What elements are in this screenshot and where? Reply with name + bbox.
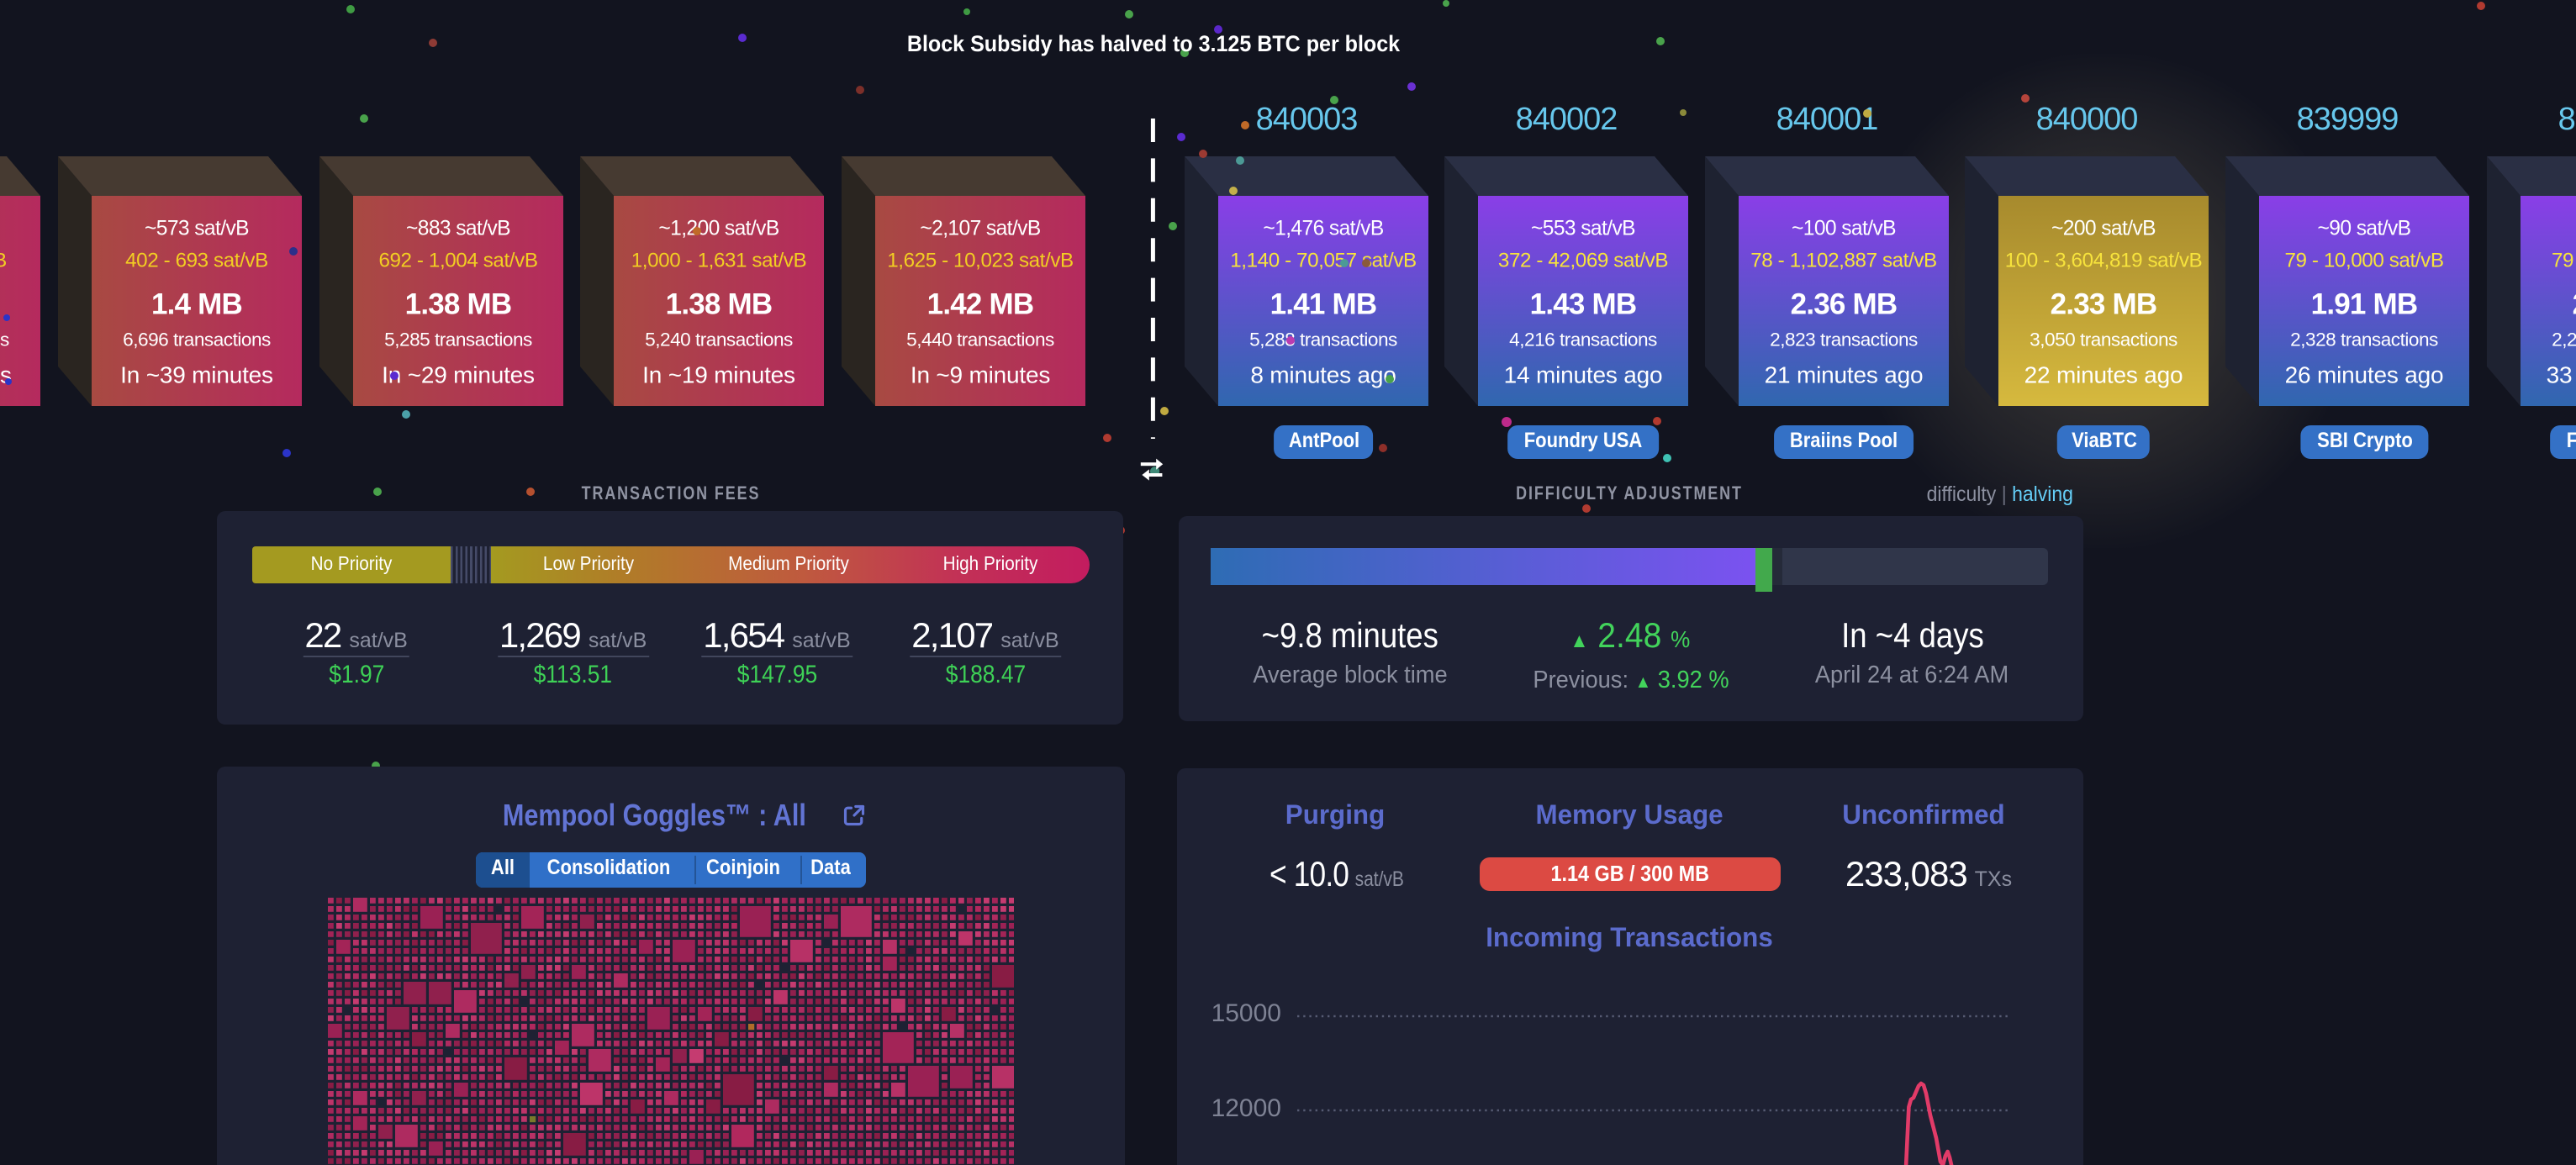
svg-text:21 minutes ago: 21 minutes ago bbox=[1765, 361, 1924, 387]
svg-text:840000: 840000 bbox=[2036, 102, 2138, 137]
svg-text:1,000 - 1,631 sat/vB: 1,000 - 1,631 sat/vB bbox=[631, 250, 806, 272]
svg-text:1,625 - 10,023 sat/vB: 1,625 - 10,023 sat/vB bbox=[887, 250, 1074, 272]
svg-text:2,328 transactions: 2,328 transactions bbox=[2290, 329, 2438, 351]
svg-text:6,021 transactions: 6,021 transactions bbox=[0, 329, 9, 351]
svg-text:293 - 403 sat/vB: 293 - 403 sat/vB bbox=[0, 250, 7, 272]
svg-text:1.42 MB: 1.42 MB bbox=[927, 287, 1034, 320]
svg-text:839999: 839999 bbox=[2297, 102, 2399, 137]
svg-text:1.43 MB: 1.43 MB bbox=[1530, 287, 1637, 320]
svg-text:~100 sat/vB: ~100 sat/vB bbox=[1792, 217, 1896, 240]
svg-text:~1,476 sat/vB: ~1,476 sat/vB bbox=[1263, 217, 1383, 240]
svg-text:~90 sat/vB: ~90 sat/vB bbox=[2318, 217, 2411, 240]
svg-text:3,050 transactions: 3,050 transactions bbox=[2030, 329, 2177, 351]
svg-text:14 minutes ago: 14 minutes ago bbox=[1504, 361, 1663, 387]
svg-text:~553 sat/vB: ~553 sat/vB bbox=[1531, 217, 1635, 240]
svg-text:15000: 15000 bbox=[1211, 999, 1281, 1026]
svg-text:840002: 840002 bbox=[1516, 102, 1618, 137]
svg-text:33 minutes ago: 33 minutes ago bbox=[2547, 361, 2576, 387]
svg-text:1.41 MB: 1.41 MB bbox=[1270, 287, 1377, 320]
svg-text:22 minutes ago: 22 minutes ago bbox=[2024, 361, 2183, 387]
svg-text:5,240 transactions: 5,240 transactions bbox=[645, 329, 793, 351]
svg-text:2.33 MB: 2.33 MB bbox=[2051, 287, 2157, 320]
svg-text:840003: 840003 bbox=[1256, 102, 1358, 137]
svg-text:~200 sat/vB: ~200 sat/vB bbox=[2051, 217, 2156, 240]
svg-text:5,285 transactions: 5,285 transactions bbox=[384, 329, 532, 351]
svg-text:In ~19 minutes: In ~19 minutes bbox=[642, 361, 795, 387]
svg-text:1.38 MB: 1.38 MB bbox=[405, 287, 512, 320]
svg-text:5,440 transactions: 5,440 transactions bbox=[906, 329, 1054, 351]
svg-text:5,288 transactions: 5,288 transactions bbox=[1249, 329, 1397, 351]
svg-text:In ~9 minutes: In ~9 minutes bbox=[911, 361, 1050, 387]
svg-text:~1,200 sat/vB: ~1,200 sat/vB bbox=[658, 217, 779, 240]
svg-text:~883 sat/vB: ~883 sat/vB bbox=[406, 217, 510, 240]
svg-text:1.91 MB: 1.91 MB bbox=[2311, 287, 2418, 320]
svg-text:402 - 693 sat/vB: 402 - 693 sat/vB bbox=[125, 250, 268, 272]
svg-text:2.36 MB: 2.36 MB bbox=[1791, 287, 1898, 320]
svg-text:78 - 1,102,887 sat/vB: 78 - 1,102,887 sat/vB bbox=[1750, 250, 1937, 272]
svg-text:6,696 transactions: 6,696 transactions bbox=[123, 329, 271, 351]
svg-text:~573 sat/vB: ~573 sat/vB bbox=[145, 217, 249, 240]
svg-text:In ~39 minutes: In ~39 minutes bbox=[120, 361, 273, 387]
svg-text:2,823 transactions: 2,823 transactions bbox=[1770, 329, 1918, 351]
svg-text:79 - 5,000 sat/vB: 79 - 5,000 sat/vB bbox=[2552, 250, 2576, 272]
svg-text:26 minutes ago: 26 minutes ago bbox=[2285, 361, 2444, 387]
svg-text:1,140 - 70,057 sat/vB: 1,140 - 70,057 sat/vB bbox=[1230, 250, 1417, 272]
svg-text:2,241 transactions: 2,241 transactions bbox=[2552, 329, 2576, 351]
svg-text:12000: 12000 bbox=[1211, 1094, 1281, 1121]
svg-text:79 - 10,000 sat/vB: 79 - 10,000 sat/vB bbox=[2284, 250, 2443, 272]
svg-text:840001: 840001 bbox=[1776, 102, 1878, 137]
svg-text:In ~29 minutes: In ~29 minutes bbox=[382, 361, 535, 387]
svg-text:8 minutes ago: 8 minutes ago bbox=[1250, 361, 1396, 387]
svg-text:4,216 transactions: 4,216 transactions bbox=[1509, 329, 1657, 351]
svg-text:2.05 MB: 2.05 MB bbox=[2573, 287, 2576, 320]
svg-text:692 - 1,004 sat/vB: 692 - 1,004 sat/vB bbox=[378, 250, 537, 272]
svg-text:1.4 MB: 1.4 MB bbox=[151, 287, 242, 320]
svg-text:839998: 839998 bbox=[2558, 102, 2576, 137]
svg-text:1.38 MB: 1.38 MB bbox=[666, 287, 773, 320]
svg-text:~2,107 sat/vB: ~2,107 sat/vB bbox=[920, 217, 1040, 240]
svg-text:100 - 3,604,819 sat/vB: 100 - 3,604,819 sat/vB bbox=[2005, 250, 2203, 272]
svg-text:372 - 42,069 sat/vB: 372 - 42,069 sat/vB bbox=[1498, 250, 1668, 272]
